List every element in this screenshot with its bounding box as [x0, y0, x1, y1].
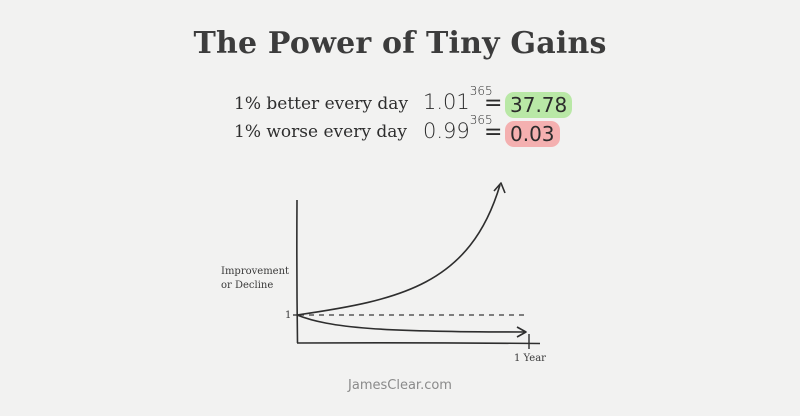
- worse-base-value: 0.99: [423, 119, 470, 143]
- growth-arrowhead: [493, 182, 506, 194]
- worse-base: 0.99365: [423, 113, 493, 143]
- footer-credit: JamesClear.com: [348, 378, 452, 393]
- decline-curve: [296, 314, 526, 333]
- baseline-tick-label: 1: [285, 310, 292, 321]
- growth-curve: [296, 184, 501, 316]
- y-axis-label: Improvement or Decline: [221, 265, 289, 293]
- better-base-value: 1.01: [423, 90, 470, 114]
- better-exponent: 365: [469, 84, 493, 98]
- x-end-label: 1 Year: [514, 353, 546, 364]
- worse-equals: =: [484, 120, 503, 145]
- decline-arrowhead: [516, 326, 527, 338]
- y-axis-label-line1: Improvement: [221, 266, 290, 277]
- x-axis: [296, 342, 541, 345]
- y-axis: [296, 199, 299, 344]
- page-title: The Power of Tiny Gains: [193, 26, 607, 61]
- better-equals: =: [484, 91, 503, 116]
- y-axis-label-line2: or Decline: [221, 280, 274, 291]
- better-label: 1% better every day: [234, 94, 409, 114]
- worse-label: 1% worse every day: [234, 122, 407, 142]
- better-base: 1.01365: [423, 84, 493, 114]
- better-result-badge: 37.78: [505, 92, 573, 118]
- worse-result-badge: 0.03: [505, 121, 560, 147]
- worse-exponent: 365: [469, 113, 493, 127]
